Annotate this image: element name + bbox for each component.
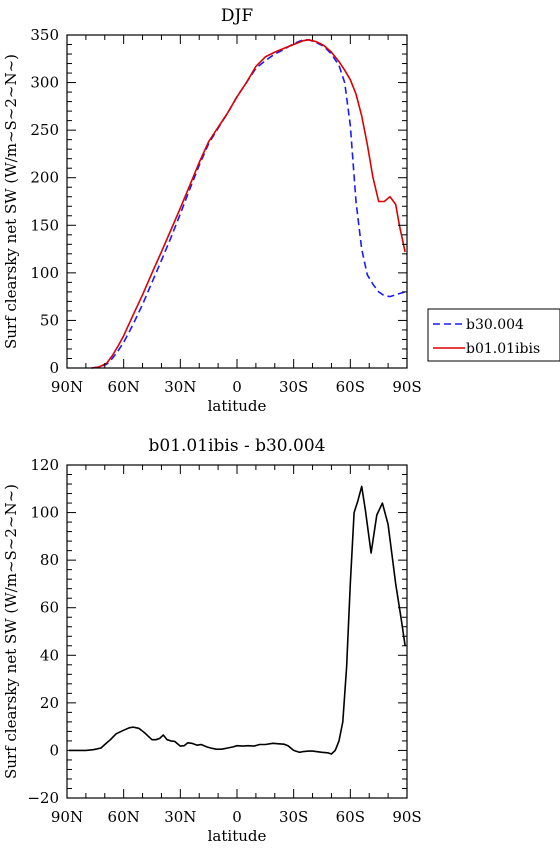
- y-tick-label: −20: [27, 789, 59, 807]
- x-tick-label: 0: [232, 808, 242, 826]
- y-tick-label: 150: [30, 216, 59, 234]
- chart-title: DJF: [221, 6, 253, 26]
- y-tick-label: 120: [30, 456, 59, 474]
- chart-title: b01.01ibis - b30.004: [149, 436, 326, 456]
- x-tick-label: 60N: [108, 808, 140, 826]
- y-axis-label: Surf clearsky net SW (W/m~S~2~N~): [2, 484, 20, 779]
- y-tick-label: 0: [49, 741, 59, 759]
- x-tick-label: 30N: [164, 378, 196, 396]
- y-tick-label: 100: [30, 504, 59, 522]
- y-tick-label: 50: [40, 311, 59, 329]
- y-tick-label: 100: [30, 264, 59, 282]
- y-tick-label: 20: [40, 694, 59, 712]
- x-axis-label: latitude: [208, 827, 267, 845]
- x-tick-label: 60S: [336, 378, 365, 396]
- x-tick-label: 90S: [392, 808, 421, 826]
- x-tick-label: 60S: [336, 808, 365, 826]
- legend-box: [427, 308, 560, 362]
- y-tick-label: 40: [40, 646, 59, 664]
- series-line-b30-004: [91, 39, 406, 369]
- y-tick-label: 250: [30, 121, 59, 139]
- y-tick-label: 350: [30, 26, 59, 44]
- y-tick-label: 0: [49, 359, 59, 377]
- x-axis-label: latitude: [208, 397, 267, 415]
- x-tick-label: 30S: [279, 378, 308, 396]
- series-line-1: [68, 485, 406, 755]
- y-tick-label: 200: [30, 169, 59, 187]
- x-tick-label: 60N: [108, 378, 140, 396]
- series-line-b01-01ibis: [91, 39, 406, 369]
- x-tick-label: 90N: [51, 808, 83, 826]
- y-tick-label: 80: [40, 551, 59, 569]
- legend-label-b30-004: b30.004: [466, 317, 524, 333]
- x-tick-label: 90S: [392, 378, 421, 396]
- y-tick-label: 60: [40, 599, 59, 617]
- legend-label-b01-01ibis: b01.01ibis: [466, 341, 540, 357]
- x-tick-label: 30N: [164, 808, 196, 826]
- y-axis-label: Surf clearsky net SW (W/m~S~2~N~): [2, 54, 20, 349]
- chart-1: DJF 90N 60N 30N 0 30S 60S 90S 0 50 100 150 200 250 300…: [2, 6, 560, 415]
- x-tick-label: 90N: [51, 378, 83, 396]
- chart-2: b01.01ibis - b30.004 90N 60N 30N 0 30S 60S 90S −…: [2, 436, 422, 845]
- x-tick-label: 0: [232, 378, 242, 396]
- y-tick-label: 300: [30, 74, 59, 92]
- x-tick-label: 30S: [279, 808, 308, 826]
- plot-frame: [66, 464, 408, 799]
